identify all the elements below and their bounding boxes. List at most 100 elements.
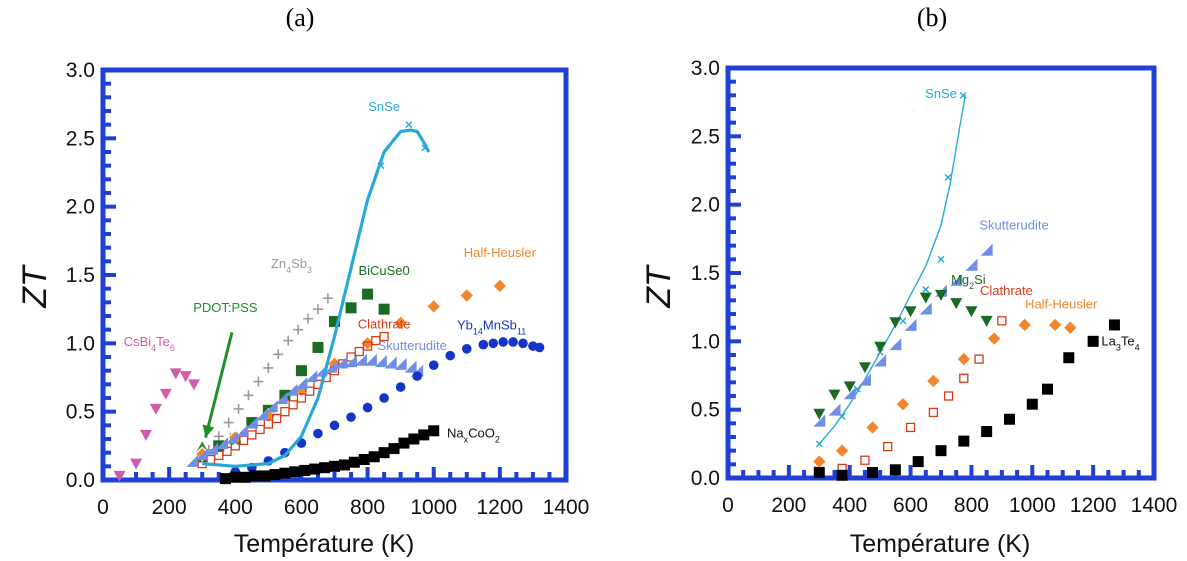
- panel-b-snse-point: [959, 91, 967, 99]
- panel-a-clathrate-point: [255, 424, 265, 435]
- panel-b-x-tick-label: 800: [954, 494, 989, 517]
- panel-b-y-tick-label: 3.0: [691, 57, 720, 80]
- panel-a-skutterudite-point: [374, 355, 387, 368]
- panel-a-half-heusler-label: Half-Heusler: [464, 245, 537, 260]
- panel-b-mg2si-point: [889, 317, 902, 329]
- panel-b-y-tick-label: 0.5: [691, 399, 720, 422]
- panel-b-clathrate-label: Clathrate: [980, 283, 1033, 298]
- panel-b-skutterudite-point: [843, 387, 856, 400]
- panel-a-skutterudite-label-part: Skutterudite: [378, 338, 447, 353]
- panel-b-mg2si-label-part: Mg: [951, 272, 969, 287]
- panel-b-la3te4-point: [813, 467, 825, 479]
- panel-b-la3te4-label-part: La: [1101, 333, 1116, 348]
- panel-a-y-tick-label: 2.5: [66, 127, 95, 150]
- panel-a-y-tick-label: 2.0: [66, 196, 95, 219]
- panel-b-y-tick-label: 1.5: [691, 262, 720, 285]
- panel-b-y-tick-label: 0.0: [691, 467, 720, 490]
- panel-a-snse-point: [421, 144, 429, 152]
- panel-b-skutterudite-point: [889, 338, 902, 351]
- panel-a-csbi4te6-point: [169, 368, 182, 380]
- panel-b-la3te4-label-part: 3: [1116, 342, 1121, 352]
- panel-b-x-tick-label: 1200: [1070, 494, 1117, 517]
- panel-b-x-tick-label: 1000: [1009, 494, 1056, 517]
- panel-b-la3te4-point: [1108, 319, 1120, 331]
- panel-a-clathrate-point: [288, 400, 298, 410]
- panel-a-skutterudite-point: [345, 355, 358, 368]
- panel-a-csbi4te6-point: [187, 379, 200, 391]
- panel-b-half-heusler-point: [1016, 317, 1033, 333]
- panel-a-yb14mnsb11-point: [329, 420, 340, 431]
- panel-b-skutterudite-label-part: Skutterudite: [979, 217, 1048, 232]
- panel-a-naxcoo2-label-part: 2: [495, 435, 500, 445]
- panel-b-mg2si-point: [904, 306, 917, 318]
- panel-a-skutterudite-label: Skutterudite: [378, 338, 447, 353]
- panel-a-naxcoo2-point: [408, 433, 420, 445]
- panel-a-clathrate-point: [280, 407, 290, 417]
- panel-a-csbi4te6-label-part: 6: [170, 343, 175, 353]
- panel-b-la3te4-point: [1003, 413, 1015, 425]
- panel-b-la3te4-point: [981, 426, 993, 438]
- panel-b-la3te4-label-part: Te: [1121, 333, 1135, 348]
- panel-a-skutterudite-point: [394, 357, 407, 370]
- panel-b-y-tick-label: 1.0: [691, 330, 720, 353]
- panel-a-naxcoo2-point: [269, 469, 281, 481]
- panel-a-half-heusler-point: [492, 278, 508, 294]
- panel-a-half-heusler-point: [458, 287, 475, 304]
- panel-b-la3te4-point: [935, 445, 947, 457]
- panel-a-skutterudite-point: [235, 424, 248, 437]
- panel-b-y-axis-title: ZT: [640, 264, 678, 309]
- panel-b-half-heusler-point: [834, 442, 850, 459]
- panel-b-clathrate-label-part: Clathrate: [980, 283, 1033, 298]
- panel-a-clathrate-label: Clathrate: [358, 316, 411, 331]
- panel-b-series-half-heusler: Half-Heusler: [811, 297, 1098, 470]
- panel-a-naxcoo2-point: [319, 462, 331, 474]
- chart-panel-b: (b) ZT Température (K) 0 200 400 600 800 1000…: [640, 3, 1177, 558]
- panel-a-naxcoo2-point: [428, 425, 440, 437]
- panel-b-la3te4-point: [867, 467, 879, 479]
- panel-b-la3te4-point: [1026, 398, 1038, 410]
- panel-a-naxcoo2-point: [279, 467, 291, 479]
- panel-a-zn4sb3-label-part: 4: [286, 265, 291, 275]
- panel-a-naxcoo2-point: [378, 447, 390, 459]
- panel-a-naxcoo2-point: [259, 470, 271, 482]
- panel-a-yb14mnsb11-point: [445, 350, 456, 361]
- panel-a-bicuse0-label: BiCuSe0: [358, 263, 409, 278]
- panel-a-naxcoo2-label-part: x: [464, 435, 469, 445]
- panel-b-mg2si-point: [965, 306, 978, 318]
- panel-a-csbi4te6-point: [139, 429, 152, 441]
- panel-a-yb14mnsb11-label-part: 14: [473, 327, 483, 337]
- panel-a-csbi4te6-label-part: Te: [156, 334, 170, 349]
- panel-a-csbi4te6-point: [130, 458, 143, 470]
- panel-b-half-heusler-point: [955, 351, 972, 367]
- panel-a-yb14mnsb11-label-part: MnSb: [483, 318, 517, 333]
- panel-a-naxcoo2-point: [398, 437, 410, 449]
- panel-a-naxcoo2-point: [299, 464, 311, 476]
- panel-a-half-heusler-point: [392, 314, 409, 331]
- panel-a-clathrate-label-part: Clathrate: [358, 316, 411, 331]
- panel-a-naxcoo2-label-part: CoO: [468, 426, 495, 441]
- panel-b-mg2si-label-part: 2: [969, 281, 974, 291]
- panel-a-series-snse: SnSe: [202, 99, 431, 468]
- panel-a-half-heusler-point: [425, 298, 442, 315]
- panel-a-bicuse0-point: [295, 365, 307, 377]
- panel-b-mg2si-label-part: Si: [974, 272, 986, 287]
- panel-a-y-tick-label: 1.5: [66, 264, 95, 287]
- panel-a-pdot-pss-arrow-line: [204, 332, 234, 438]
- panel-a-zn4sb3-point: [273, 349, 284, 360]
- panel-b-skutterudite-point: [858, 373, 871, 386]
- panel-b-la3te4-point: [1087, 335, 1099, 347]
- panel-a-yb14mnsb11-point: [313, 428, 323, 439]
- panel-b-mg2si-point: [950, 298, 963, 310]
- panel-a-zn4sb3-label-part: 3: [307, 265, 312, 275]
- panel-a-naxcoo2-point: [368, 451, 380, 463]
- panel-a-yb14mnsb11-point: [498, 337, 508, 347]
- panel-a-naxcoo2-point: [249, 470, 261, 482]
- panel-a-pdot-pss-label: PDOT:PSS: [193, 300, 258, 315]
- panel-b-mg2si-point: [919, 292, 932, 304]
- panel-a-zn4sb3-label: Zn4Sb3: [271, 256, 312, 275]
- panel-b-clathrate-point: [905, 422, 916, 433]
- panel-b-x-tick-label: 1400: [1131, 494, 1178, 517]
- panel-a-yb14mnsb11-point: [518, 338, 528, 349]
- panel-a-x-tick-label: 600: [284, 496, 319, 519]
- panel-a-zn4sb3-label-part: Zn: [271, 256, 286, 271]
